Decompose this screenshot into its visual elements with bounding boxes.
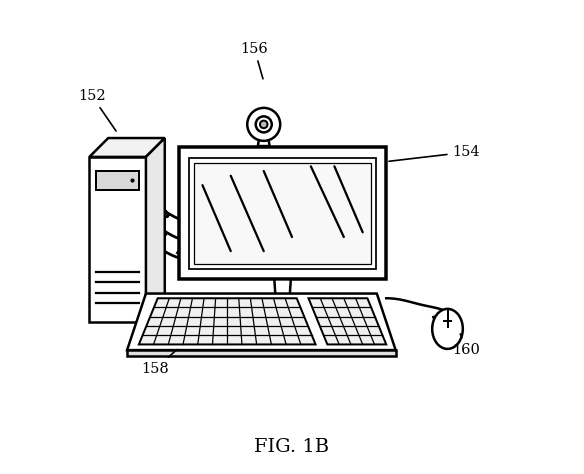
Polygon shape xyxy=(274,279,291,317)
Circle shape xyxy=(256,117,272,132)
Polygon shape xyxy=(139,298,315,345)
Text: 158: 158 xyxy=(141,350,177,376)
Polygon shape xyxy=(89,157,146,322)
Circle shape xyxy=(260,120,267,128)
Polygon shape xyxy=(189,158,376,269)
Ellipse shape xyxy=(247,108,280,141)
Text: 160: 160 xyxy=(453,334,480,357)
Polygon shape xyxy=(89,138,165,157)
Ellipse shape xyxy=(432,309,463,349)
Text: 152: 152 xyxy=(78,89,116,131)
Polygon shape xyxy=(179,147,386,279)
Polygon shape xyxy=(96,171,139,190)
Text: FIG. 1B: FIG. 1B xyxy=(255,438,329,456)
Polygon shape xyxy=(146,138,165,322)
Polygon shape xyxy=(258,134,270,146)
Polygon shape xyxy=(252,305,313,317)
Polygon shape xyxy=(127,350,396,356)
Polygon shape xyxy=(247,317,318,321)
Polygon shape xyxy=(194,163,371,264)
Polygon shape xyxy=(308,298,386,345)
Polygon shape xyxy=(127,293,396,350)
Text: 156: 156 xyxy=(241,42,268,79)
Text: 154: 154 xyxy=(389,145,480,161)
